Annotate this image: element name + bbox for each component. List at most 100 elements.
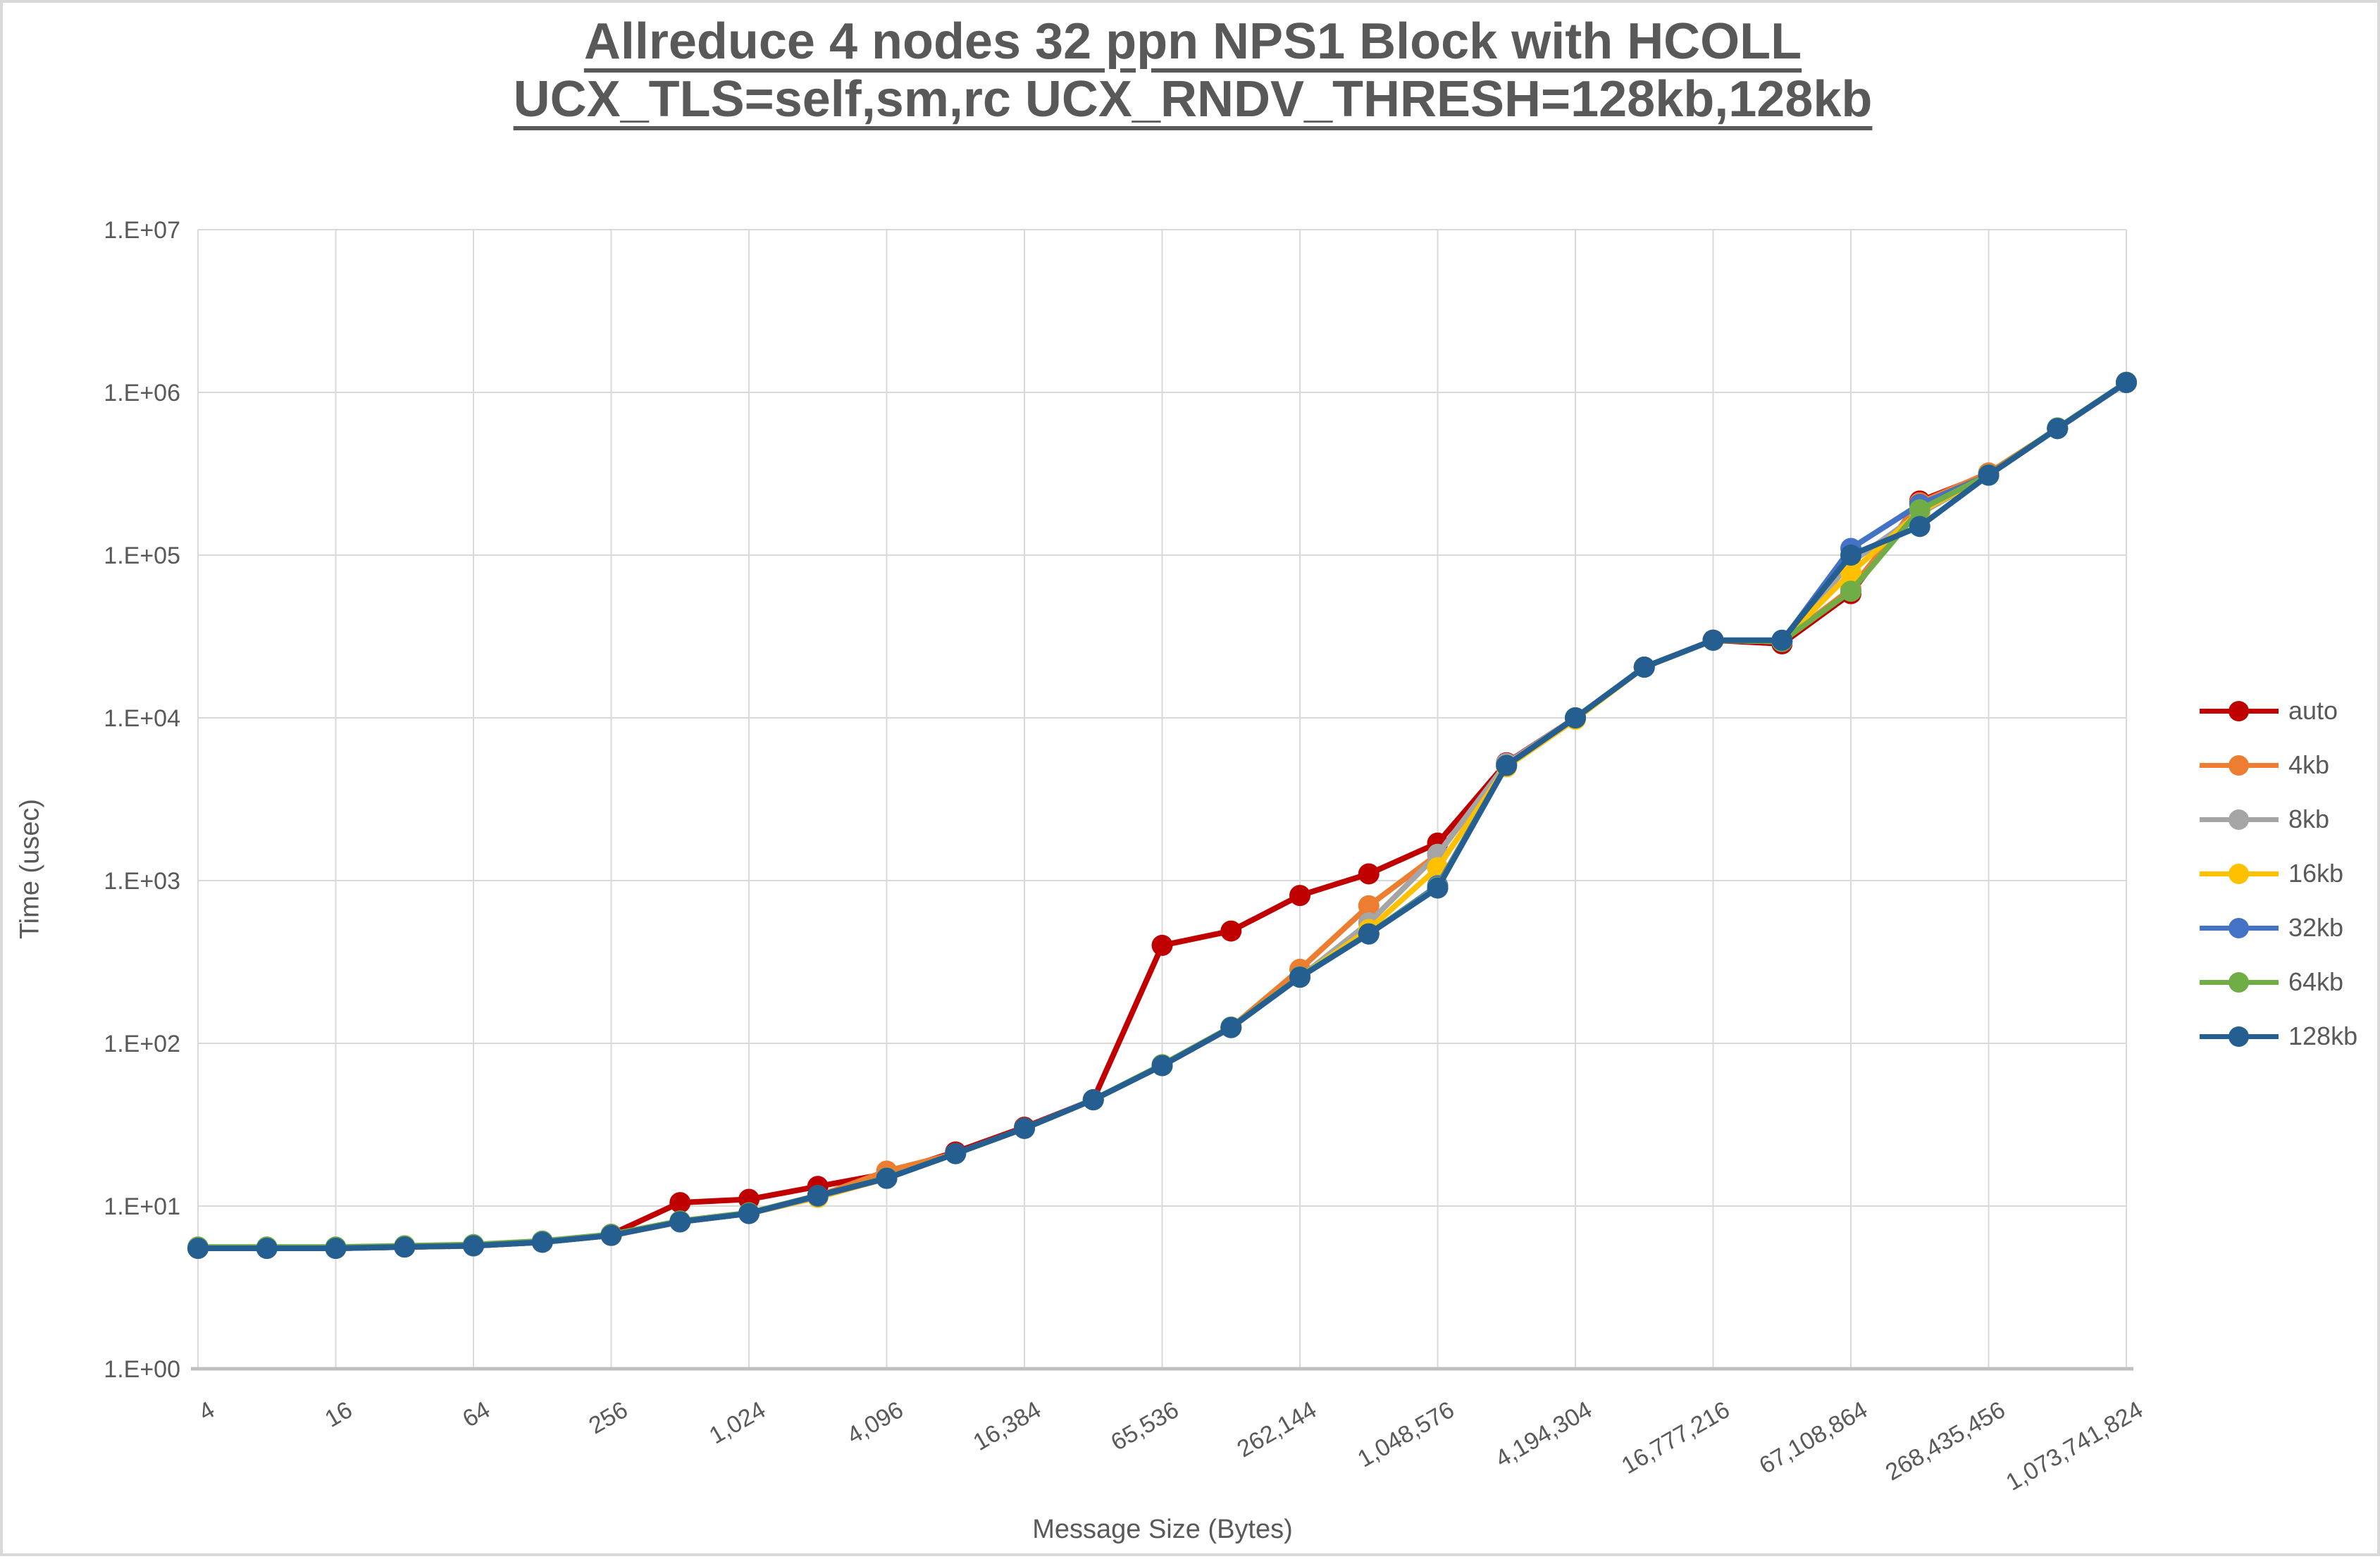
legend-dot-icon <box>2229 809 2249 830</box>
y-tick-label: 1.E+07 <box>104 217 180 244</box>
y-tick-label: 1.E+05 <box>104 542 180 569</box>
data-point-64kb <box>1909 499 1930 521</box>
data-point-128kb <box>2047 418 2069 440</box>
data-point-128kb <box>256 1237 278 1259</box>
data-point-128kb <box>1565 707 1586 728</box>
data-point-128kb <box>187 1237 209 1259</box>
legend-label: auto <box>2288 695 2338 725</box>
y-tick-label: 1.E+03 <box>104 868 180 895</box>
y-tick-labels: 1.E+00 1.E+01 1.E+02 1.E+03 1.E+04 1.E+05 1.E+… <box>104 217 180 1383</box>
data-point-128kb <box>1496 754 1518 776</box>
data-point-128kb <box>807 1185 829 1207</box>
data-point-128kb <box>1771 629 1793 651</box>
data-point-auto <box>1358 863 1380 885</box>
x-tick-labels: 4 16 64 256 1,024 4,096 16,384 65,536 262,144 1,0… <box>194 1396 2147 1496</box>
legend-dot-icon <box>2229 700 2249 721</box>
legend-marker-16kb <box>2200 863 2279 884</box>
legend-item-auto: auto <box>2200 683 2380 738</box>
data-point-128kb <box>1082 1089 1104 1111</box>
legend-label: 64kb <box>2288 967 2344 996</box>
data-point-128kb <box>945 1143 967 1164</box>
legend-item-8kb: 8kb <box>2200 792 2380 846</box>
data-point-128kb <box>1151 1055 1173 1076</box>
x-tick-label: 4 <box>194 1396 219 1426</box>
y-tick-label: 1.E+02 <box>104 1031 180 1057</box>
data-point-auto <box>1220 920 1242 942</box>
legend-marker-4kb <box>2200 754 2279 776</box>
chart-title-line1: Allreduce 4 nodes 32 ppn NPS1 Block with… <box>583 13 1802 70</box>
data-point-128kb <box>738 1203 760 1224</box>
legend-label: 16kb <box>2288 858 2344 888</box>
legend-marker-128kb <box>2200 1026 2279 1047</box>
y-tick-label: 1.E+00 <box>104 1356 180 1383</box>
x-tick-label: 256 <box>584 1396 632 1439</box>
data-point-128kb <box>1220 1017 1242 1038</box>
data-point-128kb <box>669 1211 691 1233</box>
chart-title: Allreduce 4 nodes 32 ppn NPS1 Block with… <box>3 13 2380 128</box>
data-point-4kb <box>1358 895 1380 917</box>
data-point-128kb <box>394 1236 416 1258</box>
data-point-auto <box>1151 934 1173 956</box>
y-axis-title-text: Time (usec) <box>15 798 44 940</box>
legend-marker-32kb <box>2200 917 2279 938</box>
data-point-128kb <box>876 1167 898 1189</box>
legend: auto 4kb 8kb 16kb 32kb 64kb 128kb <box>2200 683 2380 1063</box>
y-tick-label: 1.E+06 <box>104 380 180 406</box>
data-point-128kb <box>325 1237 347 1259</box>
legend-item-64kb: 64kb <box>2200 955 2380 1009</box>
legend-item-128kb: 128kb <box>2200 1009 2380 1063</box>
legend-item-32kb: 32kb <box>2200 900 2380 955</box>
legend-label: 4kb <box>2288 750 2330 779</box>
data-point-128kb <box>531 1231 553 1253</box>
y-tick-label: 1.E+04 <box>104 705 180 732</box>
data-point-128kb <box>1427 877 1449 899</box>
data-point-128kb <box>1289 967 1310 988</box>
legend-dot-icon <box>2229 971 2249 993</box>
y-tick-label: 1.E+01 <box>104 1193 180 1220</box>
legend-dot-icon <box>2229 917 2249 938</box>
x-tick-label: 268,435,456 <box>1881 1396 2010 1486</box>
data-point-128kb <box>1014 1117 1035 1139</box>
data-point-16kb <box>1840 561 1861 583</box>
x-tick-label: 16 <box>321 1396 357 1433</box>
x-tick-label: 1,048,576 <box>1353 1396 1459 1473</box>
legend-dot-icon <box>2229 863 2249 884</box>
gridlines <box>197 229 2127 1369</box>
data-point-64kb <box>1840 580 1861 602</box>
legend-marker-64kb <box>2200 971 2279 993</box>
legend-dot-icon <box>2229 1026 2249 1047</box>
legend-item-4kb: 4kb <box>2200 738 2380 792</box>
x-axis-title: Message Size (Bytes) <box>1032 1515 1293 1544</box>
legend-marker-auto <box>2200 700 2279 721</box>
x-tick-label: 16,384 <box>969 1396 1046 1456</box>
data-point-128kb <box>1702 629 1724 651</box>
data-point-128kb <box>1909 516 1930 538</box>
data-point-128kb <box>1633 656 1655 678</box>
series-128kb <box>187 371 2137 1259</box>
data-point-128kb <box>1358 923 1380 945</box>
x-tick-label: 64 <box>458 1396 495 1433</box>
plot-area: 1.E+00 1.E+01 1.E+02 1.E+03 1.E+04 1.E+05 1.E+… <box>104 217 2147 1496</box>
x-tick-label: 262,144 <box>1233 1396 1321 1462</box>
legend-marker-8kb <box>2200 809 2279 830</box>
data-point-auto <box>669 1192 691 1214</box>
x-tick-label: 67,108,864 <box>1755 1396 1872 1479</box>
x-tick-label: 4,194,304 <box>1491 1396 1597 1473</box>
x-tick-label: 1,073,741,824 <box>2002 1396 2147 1496</box>
data-point-128kb <box>600 1224 622 1246</box>
data-point-128kb <box>2116 371 2137 393</box>
legend-label: 8kb <box>2288 804 2330 833</box>
legend-label: 128kb <box>2288 1021 2358 1050</box>
x-tick-label: 4,096 <box>843 1396 908 1449</box>
legend-dot-icon <box>2229 754 2249 776</box>
x-tick-label: 1,024 <box>705 1396 770 1449</box>
data-point-128kb <box>463 1235 484 1257</box>
data-point-128kb <box>1840 545 1861 566</box>
chart-title-line2: UCX_TLS=self,sm,rc UCX_RNDV_THRESH=128kb… <box>513 71 1873 128</box>
x-tick-label: 16,777,216 <box>1617 1396 1734 1479</box>
data-point-auto <box>1289 885 1310 907</box>
legend-label: 32kb <box>2288 912 2344 942</box>
data-point-128kb <box>1978 464 2000 486</box>
legend-item-16kb: 16kb <box>2200 846 2380 900</box>
